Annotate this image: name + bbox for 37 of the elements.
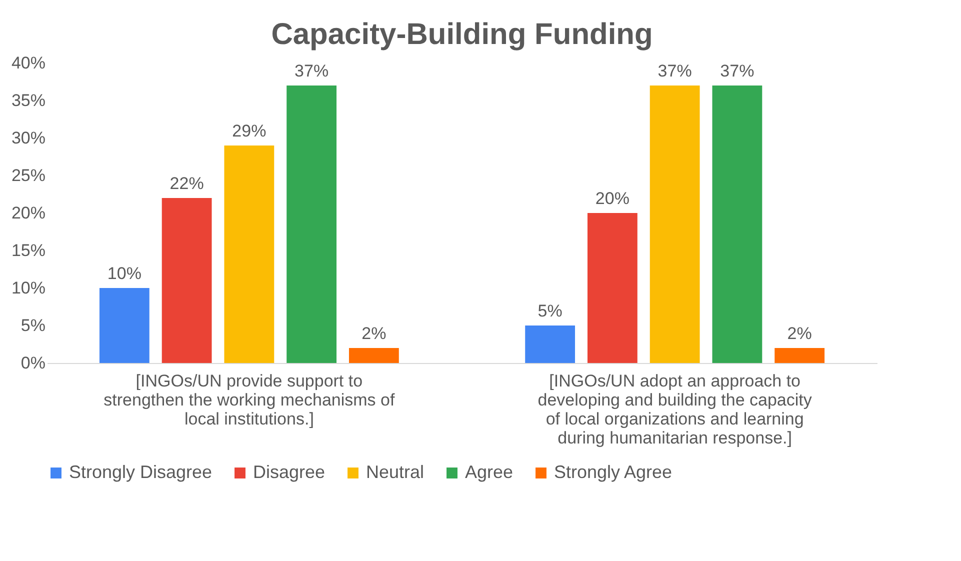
legend-label: Agree [465,462,514,482]
data-label: 37% [658,62,692,80]
bar [774,348,825,363]
y-tick-label: 15% [11,241,46,260]
data-label: 2% [362,324,386,343]
data-label: 29% [232,122,266,140]
bar [348,348,399,363]
bar [99,288,150,363]
data-label: 37% [294,62,329,80]
y-tick-label: 30% [11,128,46,148]
x-tick-label: [INGOs/UN adopt an approach to developing and building the capacity of local organizations and learning during humanitarian response.] [538,372,812,448]
data-label: 10% [107,264,142,283]
bar [712,86,762,363]
legend-label: Neutral [366,462,424,482]
chart-title: Capacity-Building Funding [271,18,653,51]
y-tick-label: 0% [20,354,46,372]
y-tick-label: 5% [20,316,46,335]
data-label: 20% [595,189,630,208]
bar [286,86,337,363]
bar [587,213,638,363]
data-label: 5% [538,302,562,320]
bar [650,86,700,363]
y-tick-label: 20% [11,204,46,222]
x-tick-label: [INGOs/UN provide support to strengthen the working mechanisms of local institutions.] [104,372,395,428]
y-tick-label: 25% [11,166,46,185]
legend-label: Strongly Agree [554,462,672,482]
y-tick-label: 35% [11,91,46,110]
bar [162,198,212,363]
legend-label: Disagree [253,462,326,482]
legend-label: Strongly Disagree [69,462,212,482]
y-tick-label: 40% [11,54,46,72]
data-label: 22% [170,174,204,193]
bar [525,326,576,363]
bar [224,146,274,363]
data-label: 37% [720,62,754,80]
y-tick-label: 10% [11,278,46,298]
data-label: 2% [787,324,812,343]
